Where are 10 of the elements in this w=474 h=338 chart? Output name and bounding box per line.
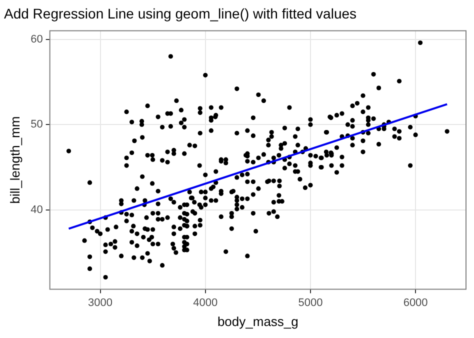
- x-tick-label: 4000: [193, 296, 218, 309]
- x-tick-label: 6000: [403, 296, 428, 309]
- y-tick-label: 60: [30, 33, 43, 46]
- chart-title: Add Regression Line using geom_line() with fitted values: [4, 5, 357, 22]
- x-tick-label: 5000: [298, 296, 323, 309]
- x-tick-label: 3000: [88, 296, 113, 309]
- y-tick-label: 50: [30, 118, 43, 131]
- y-axis-title: bill_length_mm: [7, 116, 22, 204]
- x-axis-title: body_mass_g: [217, 314, 298, 329]
- y-tick-label: 40: [30, 204, 43, 216]
